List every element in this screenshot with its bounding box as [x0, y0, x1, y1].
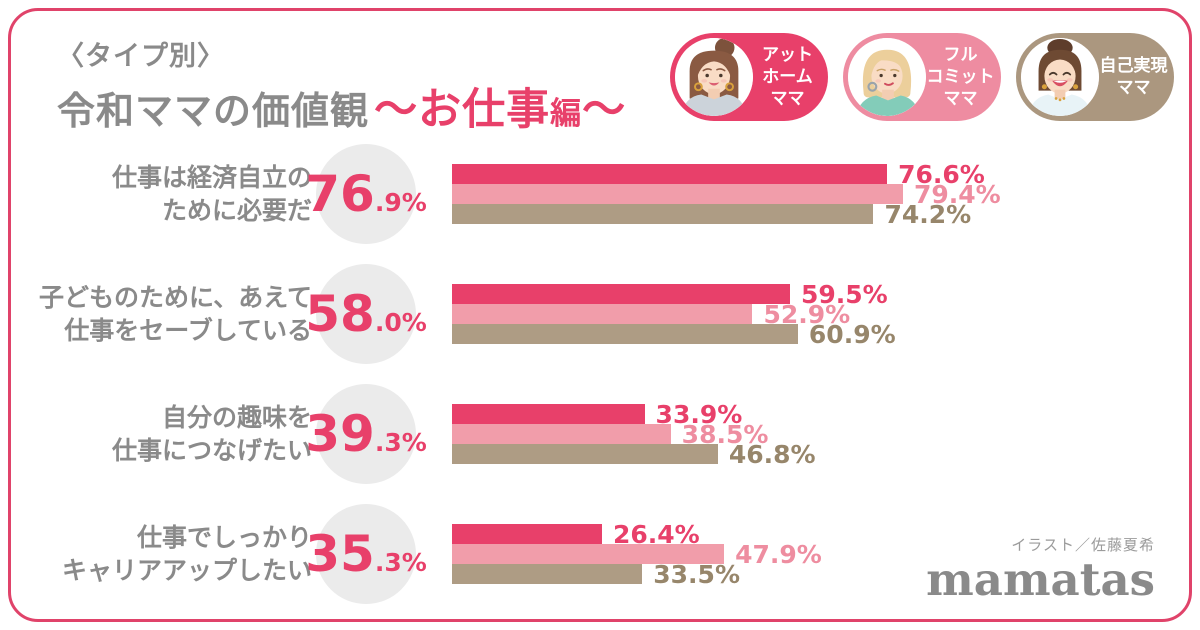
bar-selfrealization	[452, 324, 798, 344]
title-type-label: 〈タイプ別〉	[57, 41, 225, 72]
bar-fullcommit	[452, 424, 671, 444]
chart-row-4: 仕事でしっかり キャリアアップしたい 35.3% 26.4% 47.9% 33.5…	[0, 504, 1200, 624]
bar-fullcommit	[452, 184, 903, 204]
bar-selfrealization	[452, 444, 718, 464]
bar-selfrealization	[452, 564, 643, 584]
title-accent-text: ～お仕事編～	[374, 85, 627, 135]
bar-value-fullcommit: 38.5%	[681, 419, 769, 449]
chart-row-1: 仕事は経済自立の ために必要だ 76.9% 76.6% 79.4% 74.2%	[0, 144, 1200, 264]
bar-value-selfrealization: 74.2%	[884, 199, 972, 229]
page-title: 令和ママの価値観 ～お仕事編～	[57, 75, 626, 137]
bar-value-fullcommit: 52.9%	[763, 299, 851, 329]
bar-value-athome: 76.6%	[898, 159, 985, 189]
bar-athome	[452, 404, 645, 424]
row-3-total-badge: 39.3%	[305, 384, 427, 484]
selfrealization-mama-avatar	[1021, 38, 1099, 116]
mamatas-logo: mamatas	[926, 553, 1155, 606]
title-main-text: 令和ママの価値観	[57, 89, 370, 133]
bar-athome	[452, 284, 790, 304]
athome-mama-avatar	[675, 38, 753, 116]
row-3-bars: 33.9% 38.5% 46.8%	[452, 399, 1200, 469]
chart-row-2: 子どものために、あえて 仕事をセーブしている 58.0% 59.5% 52.9% …	[0, 264, 1200, 384]
bar-value-selfrealization: 60.9%	[808, 319, 896, 349]
legend-fullcommit-mama-label: フル コミット ママ	[926, 44, 995, 110]
row-2-bars: 59.5% 52.9% 60.9%	[452, 279, 1200, 349]
legend-selfrealization-mama: 自己実現 ママ	[1016, 33, 1174, 121]
row-1-label: 仕事は経済自立の ために必要だ	[111, 163, 312, 225]
legend-athome-mama-label: アット ホーム ママ	[762, 44, 813, 110]
row-3-label: 自分の趣味を 仕事につなげたい	[111, 403, 312, 465]
athome-mama-avatar-icon	[675, 38, 753, 116]
fullcommit-mama-avatar-icon	[848, 38, 926, 116]
legend-selfrealization-mama-label: 自己実現 ママ	[1099, 55, 1168, 98]
bar-value-athome: 26.4%	[612, 519, 700, 549]
bar-value-athome: 33.9%	[655, 399, 743, 429]
selfrealization-mama-avatar-icon	[1021, 38, 1099, 116]
bar-value-selfrealization: 46.8%	[728, 439, 816, 469]
fullcommit-mama-avatar	[848, 38, 926, 116]
bar-value-athome: 59.5%	[800, 279, 888, 309]
row-4-label: 仕事でしっかり キャリアアップしたい	[61, 523, 312, 585]
footer: イラスト／佐藤夏希 mamatas	[926, 534, 1155, 603]
bar-athome	[452, 524, 602, 544]
bar-fullcommit	[452, 544, 725, 564]
title-block: 〈タイプ別〉 令和ママの価値観 ～お仕事編～	[57, 34, 626, 137]
bar-value-fullcommit: 79.4%	[913, 179, 1001, 209]
row-2-label: 子どものために、あえて 仕事をセーブしている	[38, 283, 312, 345]
bar-athome	[452, 164, 888, 184]
row-4-bars: 26.4% 47.9% 33.5%	[452, 519, 1200, 589]
bar-value-selfrealization: 33.5%	[653, 559, 740, 589]
legend-athome-mama: アット ホーム ママ	[670, 33, 828, 121]
bar-value-fullcommit: 47.9%	[735, 539, 822, 569]
legend-fullcommit-mama: フル コミット ママ	[843, 33, 1001, 121]
row-2-total-badge: 58.0%	[305, 264, 427, 364]
chart-row-3: 自分の趣味を 仕事につなげたい 39.3% 33.9% 38.5% 46.8%	[0, 384, 1200, 504]
bar-fullcommit	[452, 304, 753, 324]
row-1-bars: 76.6% 79.4% 74.2%	[452, 159, 1200, 229]
bar-selfrealization	[452, 204, 874, 224]
illustration-credit: イラスト／佐藤夏希	[1011, 536, 1155, 554]
row-4-total-badge: 35.3%	[305, 504, 427, 604]
row-1-total-badge: 76.9%	[305, 144, 427, 244]
